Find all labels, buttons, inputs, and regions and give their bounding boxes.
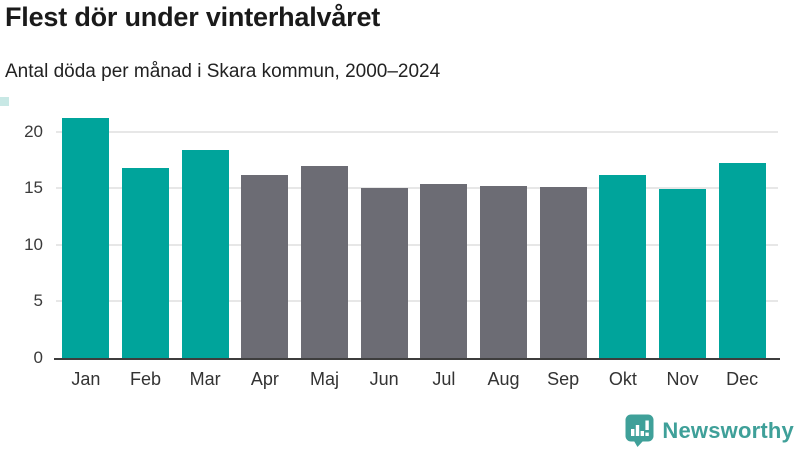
x-tick-label-mar: Mar	[189, 369, 221, 389]
gridline-10	[56, 243, 778, 246]
bar-mar	[181, 149, 229, 358]
x-tick-label-okt: Okt	[608, 369, 637, 389]
bar-dec	[718, 163, 766, 358]
bar-feb	[122, 167, 169, 358]
x-tick-label-nov: Nov	[666, 369, 699, 389]
y-tick-label-10: 10	[24, 234, 43, 254]
x-tick-label-dec: Dec	[726, 369, 759, 389]
brand-logo-link[interactable]: Newsworthy	[625, 414, 794, 447]
x-tick-label-jan: Jan	[71, 369, 101, 389]
x-tick-label-feb: Feb	[129, 369, 161, 389]
y-tick-label-0: 0	[33, 348, 43, 367]
brand-name: Newsworthy	[662, 417, 794, 443]
y-tick-label-5: 5	[33, 291, 43, 311]
plot-area: 0 5 10 15 20 Jan Feb Mar Apr Maj Jun Jul Aug Sep Okt No…	[24, 109, 780, 389]
x-tick-label-apr: Apr	[250, 369, 279, 389]
bar-jul	[420, 183, 468, 358]
chart-title: Flest dör under vinterhalvåret	[5, 2, 381, 32]
x-tick-label-jun: Jun	[369, 369, 399, 389]
y-tick-label-20: 20	[24, 121, 43, 141]
x-tick-label-jul: Jul	[432, 369, 456, 389]
gridline-5	[56, 300, 778, 303]
newsworthy-bars-icon	[625, 414, 654, 447]
x-axis-line	[54, 357, 780, 360]
bar-nov	[659, 189, 706, 358]
corner-accent	[0, 97, 9, 106]
bar-jun	[360, 188, 408, 358]
newsworthy-bubble-shape	[625, 414, 654, 447]
bar-sep	[539, 187, 587, 358]
bar-jan	[62, 118, 110, 358]
bar-apr	[241, 174, 289, 358]
bar-maj	[301, 165, 348, 358]
chart-subtitle: Antal döda per månad i Skara kommun, 200…	[5, 61, 441, 82]
gridline-20	[56, 130, 778, 133]
gridline-15	[56, 187, 778, 190]
x-tick-label-sep: Sep	[547, 369, 580, 389]
x-tick-label-maj: Maj	[309, 369, 339, 389]
bar-aug	[480, 185, 527, 358]
bar-okt	[599, 174, 647, 358]
x-tick-label-aug: Aug	[487, 369, 520, 389]
y-tick-label-15: 15	[24, 178, 43, 198]
